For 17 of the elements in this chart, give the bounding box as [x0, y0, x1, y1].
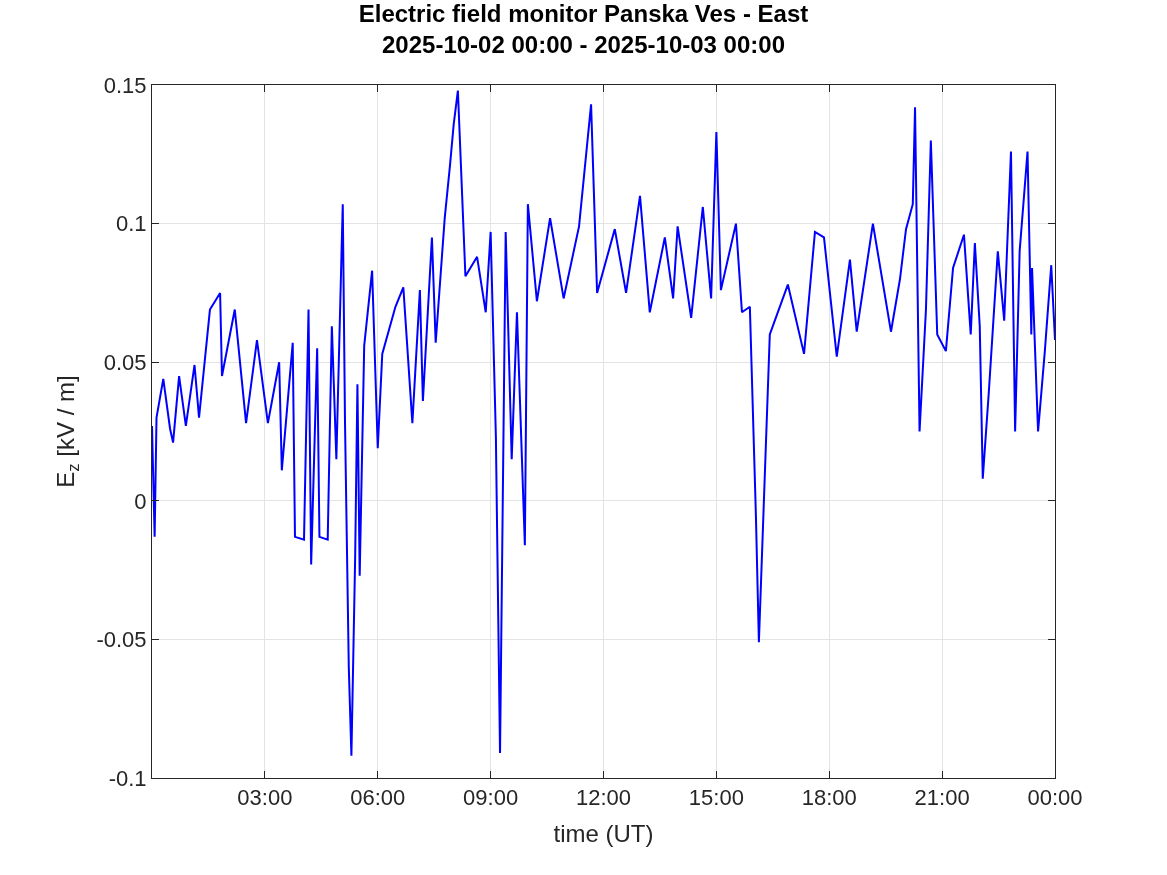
y-tick-label: -0.1 — [108, 765, 147, 791]
x-tick-label: 09:00 — [463, 785, 519, 811]
chart-title: Electric field monitor Panska Ves - East 2025-10-02 00:00 - 2025-10-03 00:00 — [358, 0, 809, 59]
y-tick-label: 0.15 — [103, 72, 147, 98]
x-axis-title: time (UT) — [553, 819, 654, 847]
x-tick-label: 21:00 — [914, 785, 970, 811]
x-tick-label: 18:00 — [801, 785, 857, 811]
x-tick-label: 00:00 — [1027, 785, 1083, 811]
y-tick-label: 0.1 — [116, 211, 147, 237]
y-tick-label: 0.05 — [103, 349, 147, 375]
x-tick-label: 06:00 — [350, 785, 406, 811]
line-series — [152, 89, 1055, 757]
x-tick-label: 15:00 — [688, 785, 744, 811]
x-tick-label: 03:00 — [237, 785, 293, 811]
y-tick-label: -0.05 — [96, 627, 147, 653]
x-tick-label: 12:00 — [575, 785, 632, 811]
y-tick-label: 0 — [134, 488, 147, 514]
